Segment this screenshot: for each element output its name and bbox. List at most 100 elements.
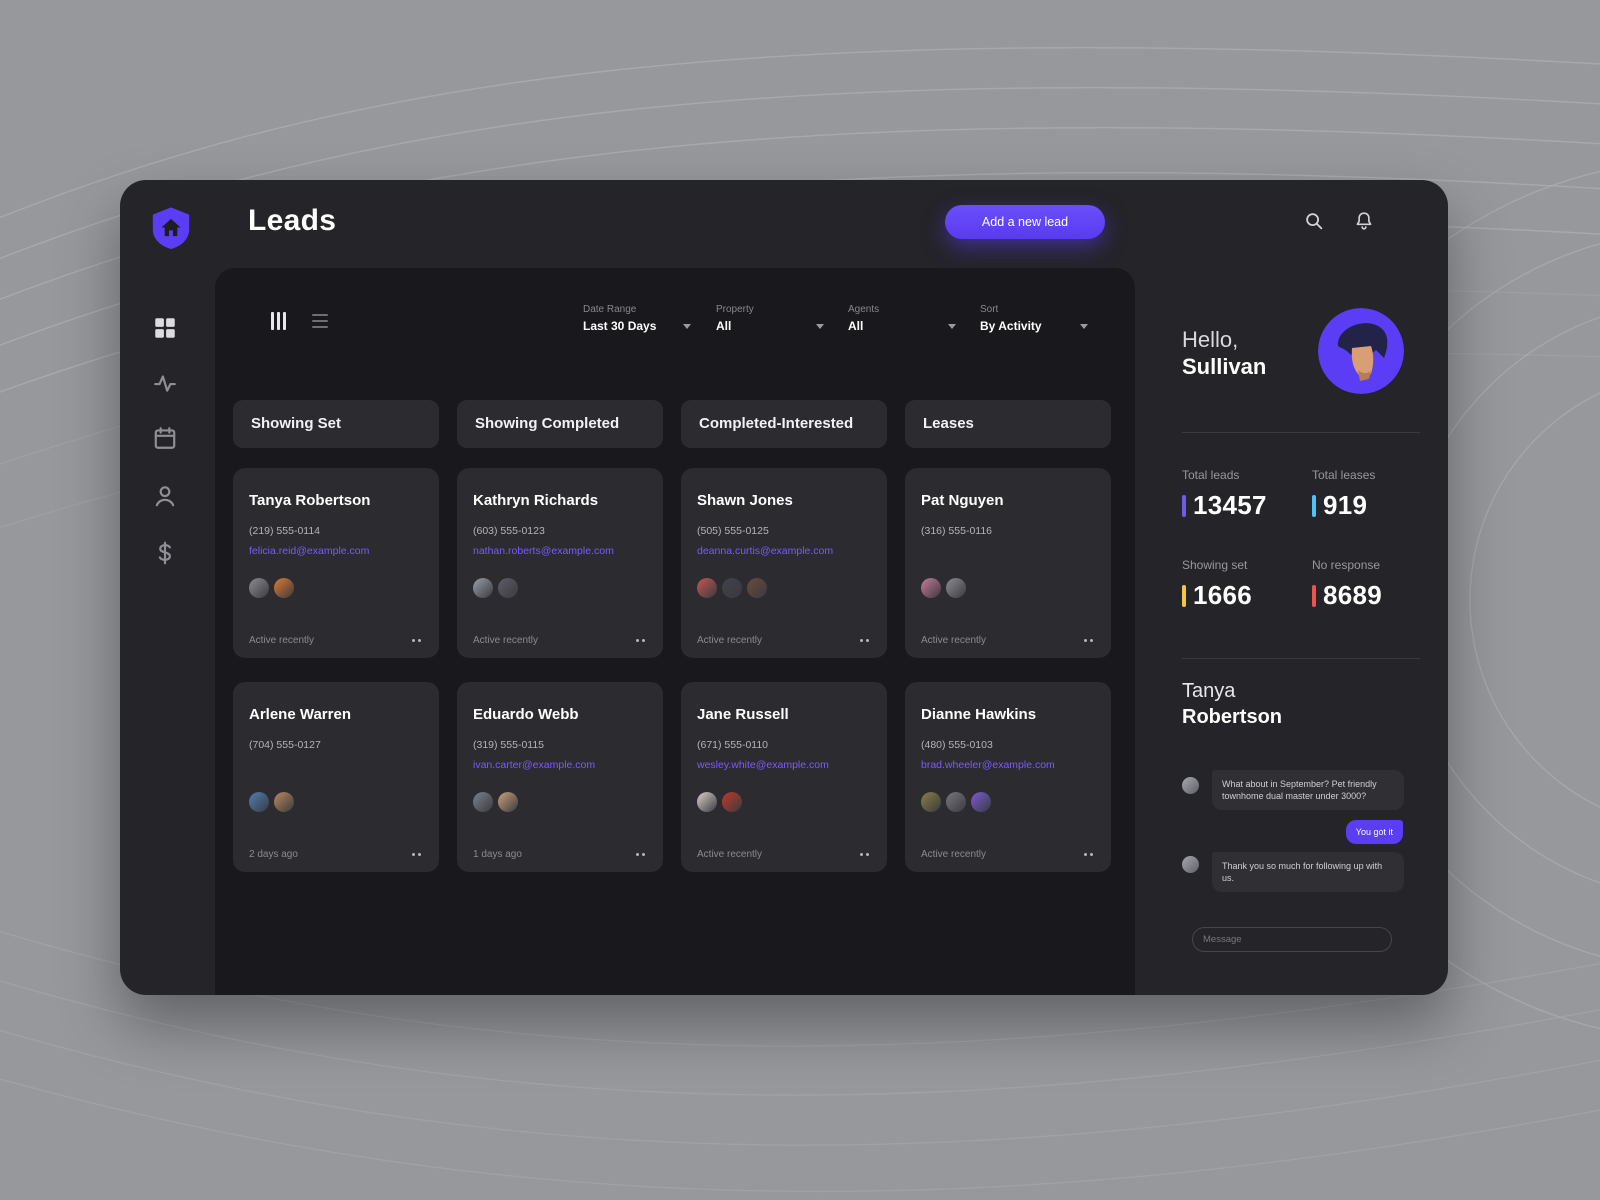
lead-status: 2 days ago xyxy=(249,849,298,860)
filter-label: Date Range xyxy=(583,304,637,315)
list-view-button[interactable] xyxy=(307,308,333,334)
view-toggle xyxy=(265,308,333,334)
lead-status: Active recently xyxy=(473,635,539,646)
filter-date-range[interactable]: Date Range Last 30 Days xyxy=(583,304,691,333)
lead-email-link[interactable]: felicia.reid@example.com xyxy=(249,545,370,557)
sidebar-item-finance[interactable] xyxy=(152,540,178,566)
add-new-lead-button[interactable]: Add a new lead xyxy=(945,205,1105,239)
lead-email-link[interactable]: nathan.roberts@example.com xyxy=(473,545,614,557)
sidebar-item-calendar[interactable] xyxy=(152,425,178,451)
lead-name: Shawn Jones xyxy=(697,492,793,509)
user-avatar xyxy=(1318,308,1404,394)
user-name: Sullivan xyxy=(1182,354,1267,379)
lead-phone: (603) 555-0123 xyxy=(473,525,545,537)
card-menu-button[interactable] xyxy=(407,635,423,646)
lead-card[interactable]: Jane Russell (671) 555-0110 wesley.white… xyxy=(681,682,887,872)
lead-avatar xyxy=(921,578,941,598)
chat-message-incoming: Thank you so much for following up with … xyxy=(1212,852,1404,892)
sidebar-item-dashboard[interactable] xyxy=(152,315,178,341)
stat-no-response: No response 8689 xyxy=(1312,558,1432,611)
greeting-hello: Hello, xyxy=(1182,327,1239,352)
lead-email-link[interactable]: brad.wheeler@example.com xyxy=(921,759,1055,771)
card-menu-button[interactable] xyxy=(855,849,871,860)
lead-email-link[interactable] xyxy=(921,545,1095,558)
filter-label: Agents xyxy=(848,304,880,315)
lead-avatar xyxy=(722,578,742,598)
divider xyxy=(1182,432,1420,433)
stat-label: No response xyxy=(1312,558,1381,572)
lead-avatar-group xyxy=(249,578,423,598)
filter-value: Last 30 Days xyxy=(583,319,657,333)
lead-avatar xyxy=(747,578,767,598)
bell-notifications-icon[interactable] xyxy=(1353,210,1375,232)
activity-icon xyxy=(154,375,176,392)
stat-value: 919 xyxy=(1323,490,1368,520)
chevron-down-icon xyxy=(948,323,956,329)
column-header-showing-set: Showing Set xyxy=(233,400,439,448)
stat-showing-set: Showing set 1666 xyxy=(1182,558,1302,611)
sidebar-item-contacts[interactable] xyxy=(152,483,178,509)
chat-avatar xyxy=(1182,777,1199,794)
search-icon[interactable] xyxy=(1303,210,1325,232)
lead-avatar xyxy=(722,792,742,812)
lead-status: Active recently xyxy=(697,635,763,646)
card-menu-button[interactable] xyxy=(1079,849,1095,860)
lead-email-link[interactable]: deanna.curtis@example.com xyxy=(697,545,834,557)
chevron-down-icon xyxy=(1080,323,1088,329)
calendar-icon xyxy=(154,427,176,449)
lead-phone: (480) 555-0103 xyxy=(921,739,993,751)
lead-status: 1 days ago xyxy=(473,849,522,860)
lead-card[interactable]: Kathryn Richards (603) 555-0123 nathan.r… xyxy=(457,468,663,658)
lead-phone: (704) 555-0127 xyxy=(249,739,321,751)
lead-card[interactable]: Tanya Robertson (219) 555-0114 felicia.r… xyxy=(233,468,439,658)
lead-card[interactable]: Pat Nguyen (316) 555-0116 Active recentl… xyxy=(905,468,1111,658)
filter-agents[interactable]: Agents All xyxy=(848,304,956,333)
lead-avatar-group xyxy=(697,578,871,598)
stat-total-leads: Total leads 13457 xyxy=(1182,468,1302,521)
lead-card[interactable]: Dianne Hawkins (480) 555-0103 brad.wheel… xyxy=(905,682,1111,872)
lead-phone: (319) 555-0115 xyxy=(473,739,545,751)
stat-value: 1666 xyxy=(1193,580,1253,610)
stat-accent-bar xyxy=(1182,584,1186,607)
chat-message-input[interactable] xyxy=(1192,927,1392,952)
stat-accent-bar xyxy=(1312,494,1316,517)
lead-status: Active recently xyxy=(249,635,315,646)
card-menu-button[interactable] xyxy=(855,635,871,646)
greeting: Hello, Sullivan xyxy=(1182,326,1266,380)
list-view-icon xyxy=(312,314,328,328)
card-menu-button[interactable] xyxy=(631,849,647,860)
column-view-button[interactable] xyxy=(265,308,291,334)
lead-avatar xyxy=(274,792,294,812)
card-menu-button[interactable] xyxy=(631,635,647,646)
column-header-showing-completed: Showing Completed xyxy=(457,400,663,448)
lead-avatar-group xyxy=(473,792,647,812)
lead-avatar xyxy=(697,792,717,812)
app-logo-shield-home-icon xyxy=(152,207,190,250)
chevron-down-icon xyxy=(683,323,691,329)
filter-value: All xyxy=(848,319,864,333)
column-header-leases: Leases xyxy=(905,400,1111,448)
lead-avatar xyxy=(921,792,941,812)
lead-avatar xyxy=(249,792,269,812)
lead-card[interactable]: Shawn Jones (505) 555-0125 deanna.curtis… xyxy=(681,468,887,658)
columns-view-icon xyxy=(270,312,286,330)
lead-name: Dianne Hawkins xyxy=(921,706,1037,723)
contact-last-name: Robertson xyxy=(1182,706,1282,728)
chevron-down-icon xyxy=(816,323,824,329)
sidebar-item-activity[interactable] xyxy=(152,370,178,396)
lead-name: Arlene Warren xyxy=(249,706,351,723)
app-window: Leads Add a new lead xyxy=(120,180,1448,995)
card-menu-button[interactable] xyxy=(1079,635,1095,646)
chat-contact-name: Tanya Robertson xyxy=(1182,678,1282,730)
lead-email-link[interactable]: wesley.white@example.com xyxy=(697,759,829,771)
stat-value: 13457 xyxy=(1193,490,1267,520)
filter-label: Property xyxy=(716,304,754,315)
filter-property[interactable]: Property All xyxy=(716,304,824,333)
lead-email-link[interactable] xyxy=(249,759,423,772)
contact-first-name: Tanya xyxy=(1182,680,1236,702)
filter-sort[interactable]: Sort By Activity xyxy=(980,304,1088,333)
card-menu-button[interactable] xyxy=(407,849,423,860)
lead-email-link[interactable]: ivan.carter@example.com xyxy=(473,759,596,771)
lead-card[interactable]: Eduardo Webb (319) 555-0115 ivan.carter@… xyxy=(457,682,663,872)
lead-card[interactable]: Arlene Warren (704) 555-0127 2 days ago xyxy=(233,682,439,872)
